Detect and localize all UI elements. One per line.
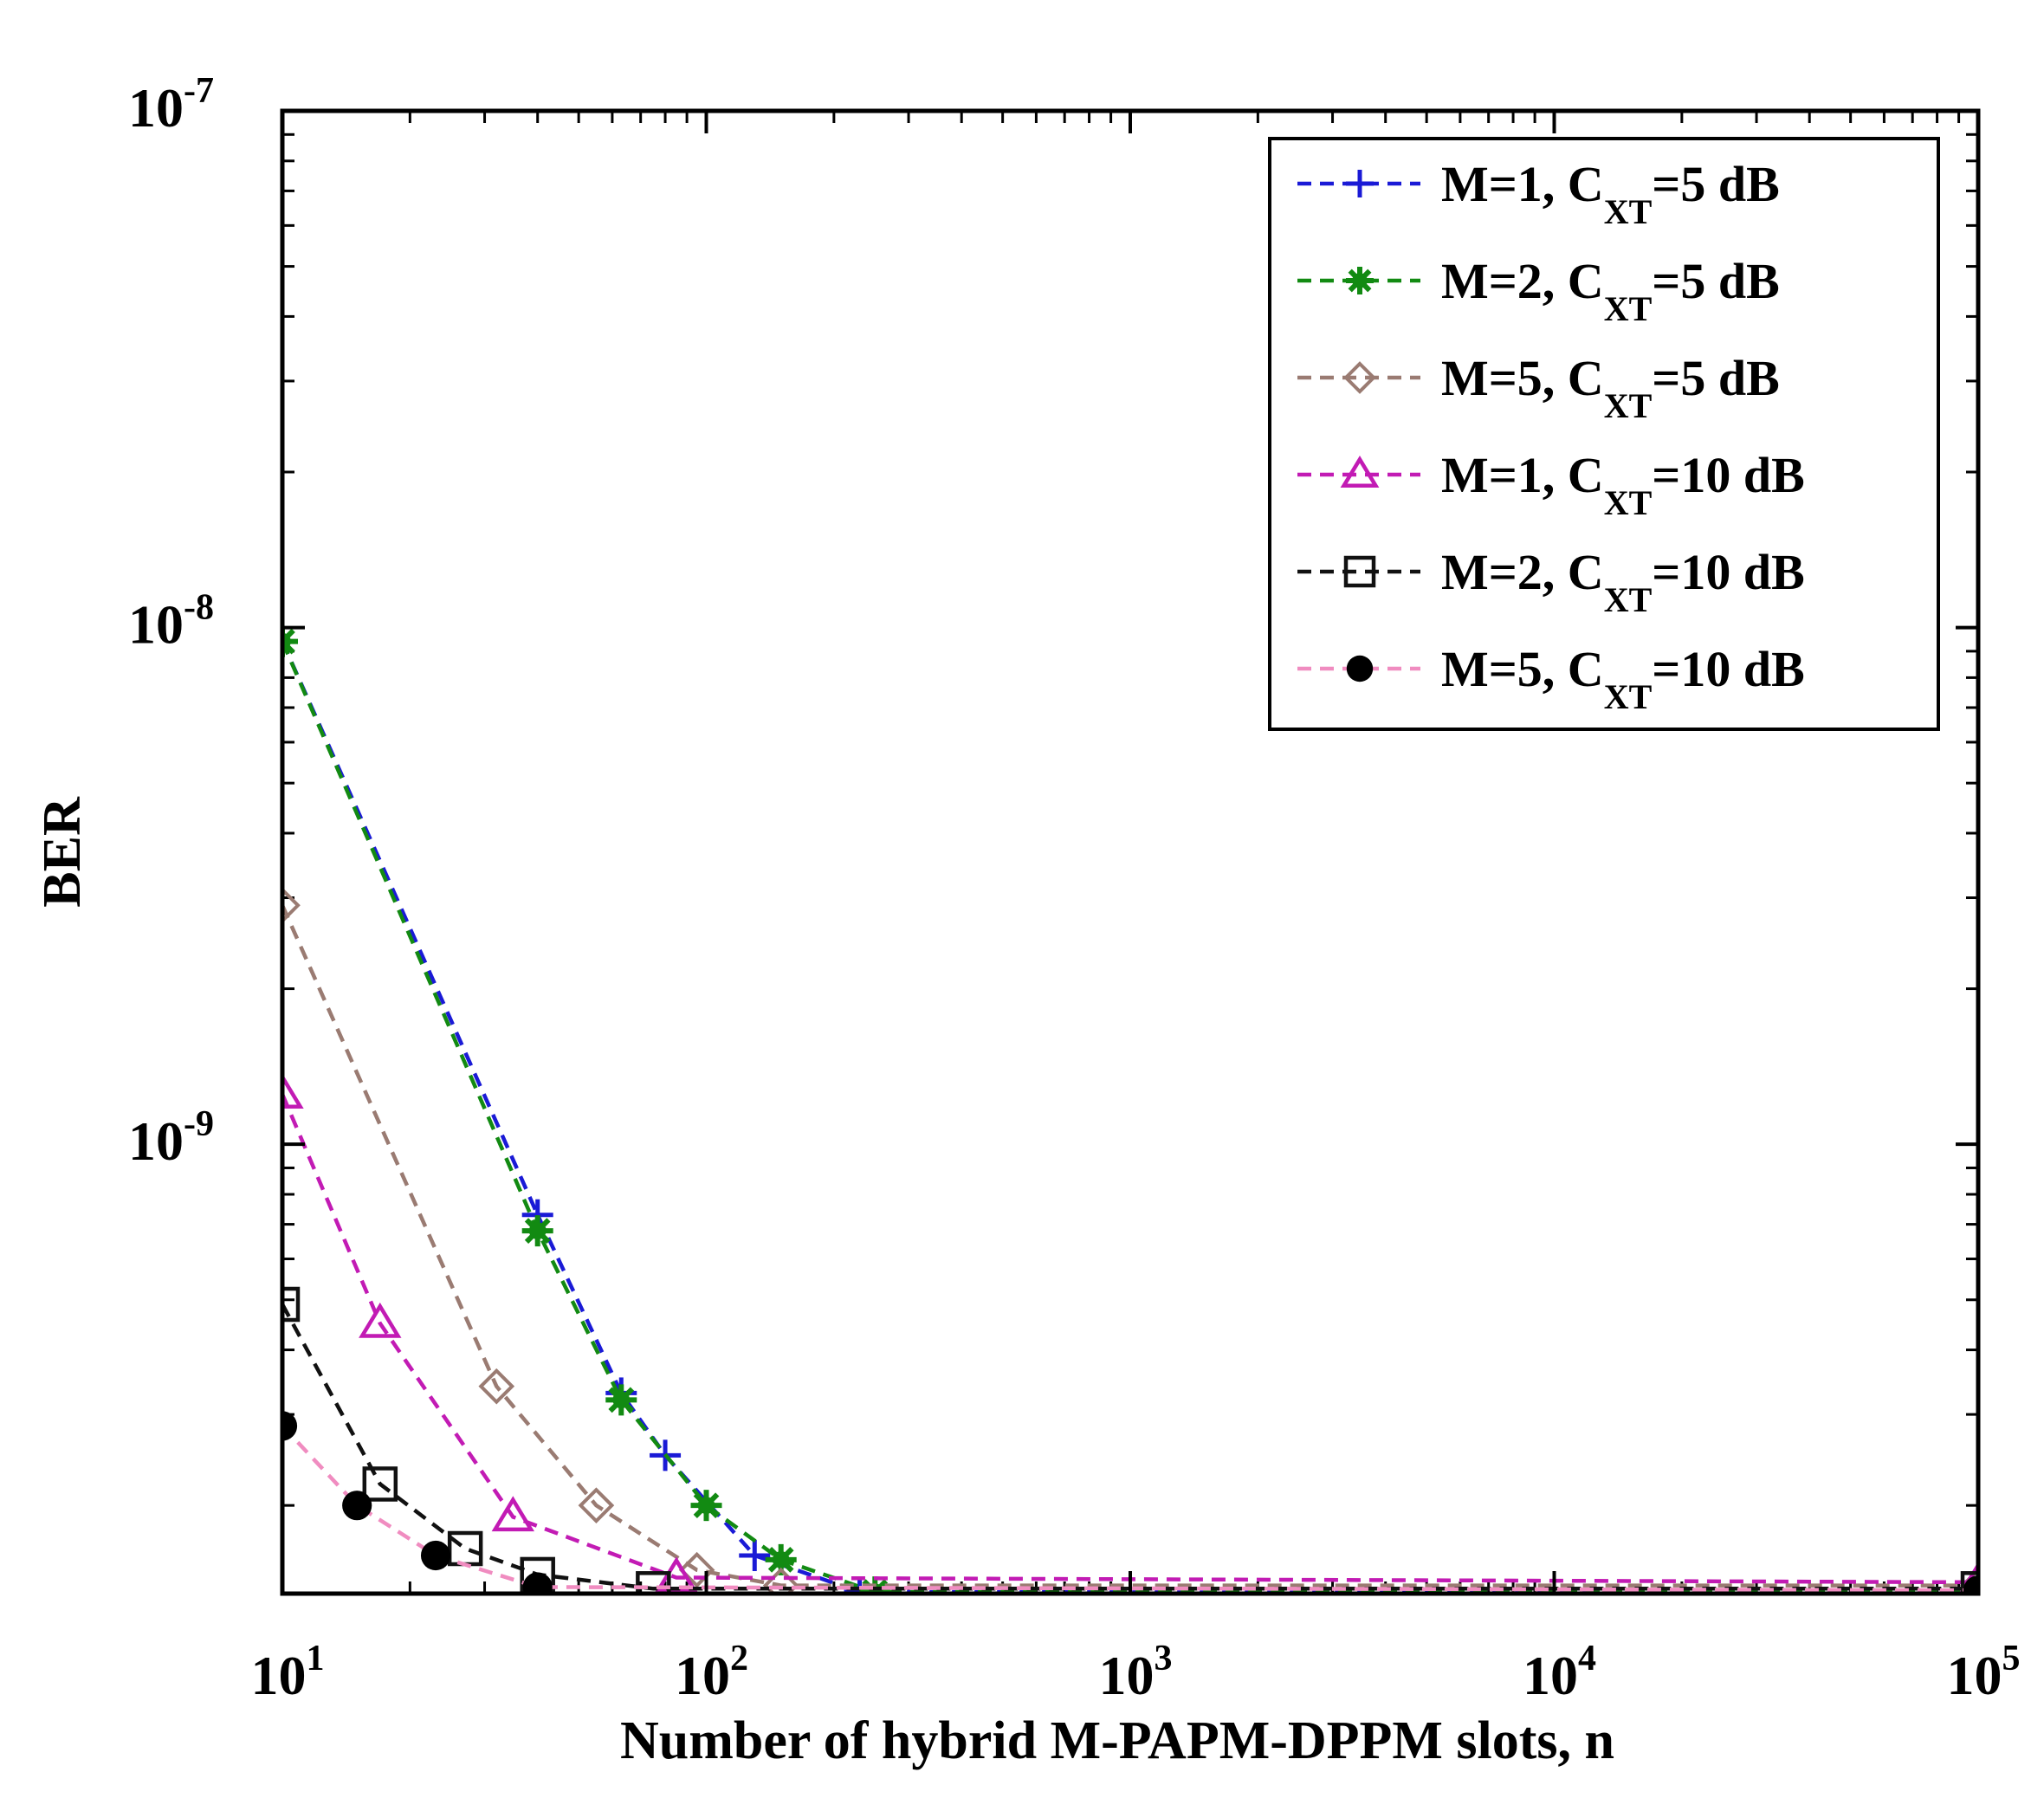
data-point [739,1539,771,1571]
major-ticks [281,109,1980,1594]
y-tick-labels: 10-710-810-9 [128,71,214,1172]
x-tick-labels: 101 102 103 104 105 [251,1639,2021,1706]
data-point [342,1491,372,1521]
legend-entry-4: M=1, CXT=10 dB [1297,447,1805,522]
data-point [1346,655,1374,682]
legend-entry-3: M=5, CXT=5 dB [1297,350,1780,425]
data-point [420,1540,451,1571]
data-point [521,1215,553,1247]
legend-label: M=1, CXT=10 dB [1441,447,1805,522]
data-point [578,1487,615,1523]
legend-entry-2: M=2, CXT=5 dB [1297,253,1780,328]
data-point [1340,456,1380,488]
series-line [282,1093,1978,1585]
legend-label: M=1, CXT=5 dB [1441,156,1780,231]
data-point [605,1384,637,1416]
legend-box [1268,137,1940,731]
data-point [362,1466,398,1502]
data-point [690,1490,722,1522]
data-point [359,1302,402,1338]
data-point [491,1496,535,1532]
legend-label: M=5, CXT=10 dB [1441,641,1805,716]
series-line [282,1303,1978,1591]
data-point [1343,361,1376,394]
series-2 [282,625,1978,1594]
data-point [1346,267,1374,294]
data-point [282,1073,304,1109]
data-point [522,1572,553,1594]
data-point [678,1551,715,1588]
legend-label: M=5, CXT=5 dB [1441,350,1780,425]
data-point [282,887,301,924]
y-tick-label: 10-9 [128,1104,214,1172]
data-point [1343,555,1376,588]
legend: M=1, CXT=5 dB M=2, CXT=5 dB M=5, CXT=5 dB M… [1268,137,1940,731]
y-axis-title: BER [33,796,92,908]
series-line [282,904,1978,1588]
data-point [1346,170,1374,197]
series-6 [282,1411,1978,1594]
data-point [762,1567,799,1594]
data-point [1963,1575,1978,1594]
data-point [478,1368,515,1405]
series-layer [282,625,1978,1594]
legend-entry-5: M=2, CXT=10 dB [1297,544,1805,619]
y-tick-label: 10-7 [128,71,214,139]
data-point [282,1286,301,1323]
x-axis-title: Number of hybrid M-PAPM-DPPM slots, n [620,1711,1614,1770]
legend-label: M=2, CXT=5 dB [1441,253,1780,328]
legend-entry-6: M=5, CXT=10 dB [1297,641,1805,716]
data-point [282,1411,298,1441]
legend-entry-1: M=1, CXT=5 dB [1297,156,1780,231]
series-line [282,1424,1978,1593]
legend-label: M=2, CXT=10 dB [1441,544,1805,619]
